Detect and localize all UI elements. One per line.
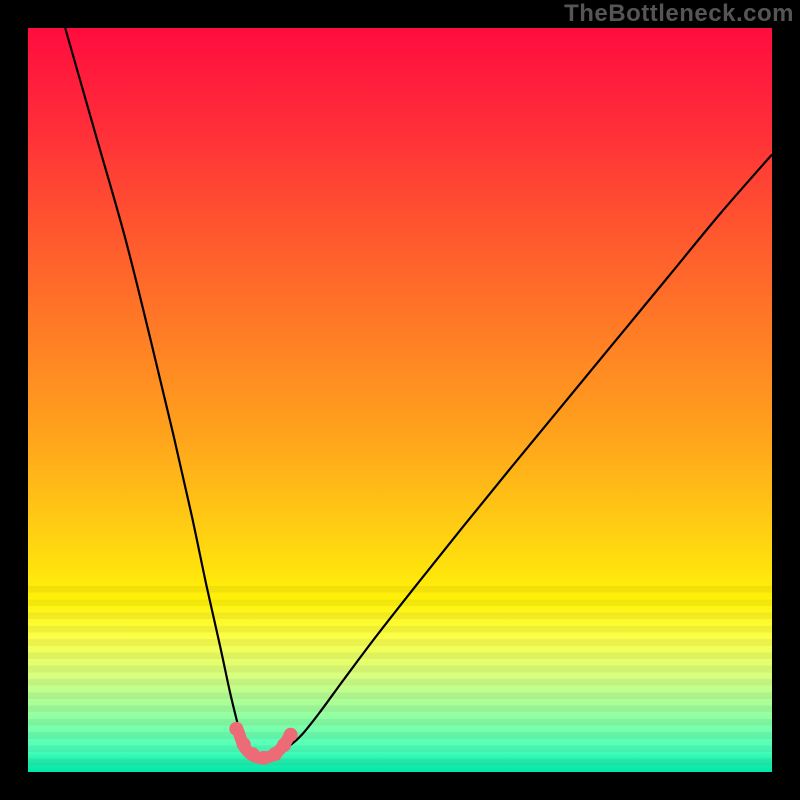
floor-dot: [284, 728, 298, 742]
plot-svg: [0, 0, 800, 800]
figure-root: TheBottleneck.com: [0, 0, 800, 800]
floor-dot: [229, 722, 243, 736]
curve-right: [281, 154, 772, 749]
plot-content: [65, 28, 772, 765]
curve-left: [65, 28, 244, 748]
attribution-text: TheBottleneck.com: [564, 0, 794, 28]
